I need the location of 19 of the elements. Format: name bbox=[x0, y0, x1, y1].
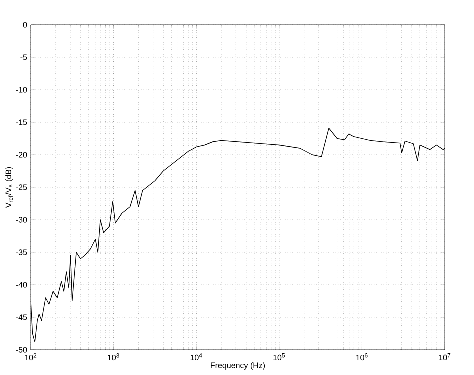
y-axis-title: V$_{ref}$/V$_{s}$ (dB) bbox=[6, 167, 14, 208]
x-tick-label: 10$^{3}$ bbox=[108, 354, 120, 361]
y-tick-label: -40 bbox=[16, 282, 28, 288]
x-tick-label: 10$^{7}$ bbox=[439, 354, 451, 361]
y-tick-label: -35 bbox=[16, 250, 28, 256]
y-tick-label: 0 bbox=[23, 22, 28, 28]
y-tick-label: -25 bbox=[16, 184, 28, 190]
y-tick-label: -50 bbox=[16, 347, 28, 353]
x-tick-label: 10$^{4}$ bbox=[190, 354, 202, 361]
x-tick-label: 10$^{5}$ bbox=[274, 354, 286, 361]
x-tick-label: 10$^{2}$ bbox=[25, 354, 37, 361]
y-tick-label: -5 bbox=[20, 54, 28, 60]
x-tick-label: 10$^{6}$ bbox=[356, 354, 368, 361]
y-tick-label: -15 bbox=[16, 120, 28, 126]
x-axis-title: Frequency (Hz) bbox=[211, 362, 266, 370]
y-tick-label: -45 bbox=[16, 314, 28, 320]
y-tick-label: -10 bbox=[16, 87, 28, 93]
y-tick-label: -20 bbox=[16, 152, 28, 158]
y-tick-label: -30 bbox=[16, 217, 28, 223]
